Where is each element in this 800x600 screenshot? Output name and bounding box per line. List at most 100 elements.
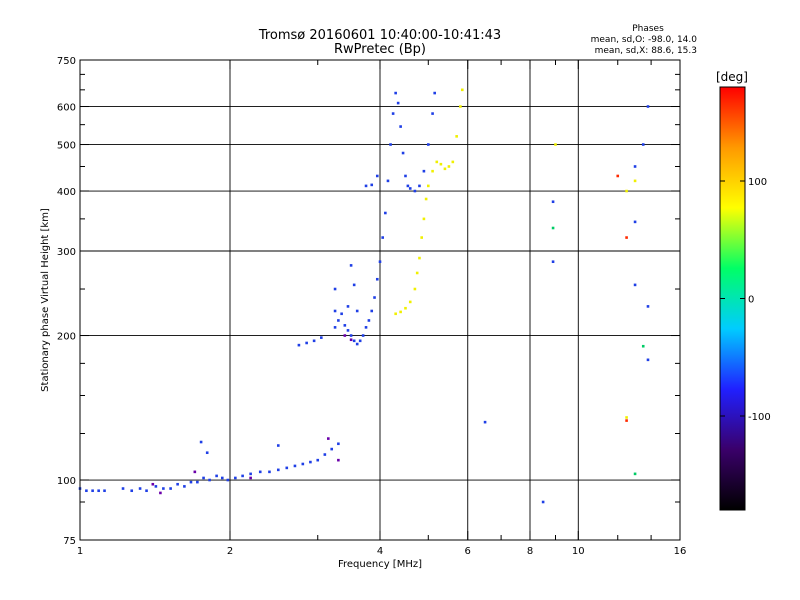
y-tick-label: 200 [57, 332, 76, 343]
data-point [268, 470, 271, 474]
data-point [337, 458, 340, 462]
data-point [320, 336, 323, 339]
data-point [176, 482, 179, 486]
data-point [145, 489, 148, 493]
tick-labels: 1 2 4 6 8 10 16 75 100 200 300 400 500 600 750 [57, 56, 686, 557]
data-point [196, 480, 199, 484]
data-point [394, 91, 397, 95]
data-point [396, 101, 400, 105]
data-point [375, 277, 379, 281]
data-point [641, 143, 645, 146]
data-point [381, 236, 384, 239]
data-point [333, 287, 337, 291]
data-point [297, 343, 301, 347]
data-point [625, 419, 628, 422]
y-axis-label: Stationary phase Virtual Height [km] [40, 208, 51, 392]
data-point [349, 338, 353, 342]
data-point [541, 500, 545, 504]
data-point [193, 470, 197, 474]
y-tick-label: 400 [57, 187, 76, 198]
data-point [433, 91, 436, 95]
x-tick-label: 8 [527, 546, 533, 557]
data-point [355, 342, 359, 346]
data-point [633, 283, 637, 287]
data-point [343, 334, 347, 337]
data-point [459, 105, 462, 108]
data-point [367, 319, 371, 322]
colorbar-ticks: 100 0 -100 [720, 177, 771, 423]
data-point [554, 143, 557, 146]
colorbar-tick-label: -100 [748, 412, 771, 423]
data-point [404, 174, 407, 178]
data-point [375, 174, 379, 178]
data-point [447, 165, 451, 168]
data-point [337, 442, 340, 446]
data-point [413, 287, 417, 291]
data-point [373, 296, 376, 299]
data-point [431, 169, 434, 173]
data-point [378, 260, 382, 264]
chart-subtitle: RwPretec (Bp) [334, 42, 426, 57]
data-point [551, 200, 555, 204]
data-point [220, 476, 224, 480]
data-point [162, 487, 165, 490]
data-point [349, 334, 353, 337]
data-point [415, 271, 419, 275]
data-point [384, 211, 387, 215]
data-point [234, 476, 237, 480]
data-point [426, 143, 430, 146]
data-point [352, 339, 356, 343]
data-point [349, 264, 353, 267]
data-point [401, 151, 405, 155]
data-point [199, 440, 203, 444]
x-axis-label: Frequency [MHz] [338, 559, 422, 570]
stats-x-mode: mean, sd,X: 88.6, 15.3 [595, 46, 697, 56]
data-point [346, 305, 350, 308]
data-point [408, 300, 412, 304]
data-point [422, 169, 426, 173]
data-point [646, 105, 650, 108]
data-point [352, 283, 356, 287]
data-point [312, 339, 316, 343]
data-point [169, 487, 172, 490]
data-point [301, 462, 305, 466]
data-point [340, 312, 343, 316]
stats-o-mode: mean, sd,O: -98.0, 14.0 [591, 35, 698, 45]
data-point [424, 197, 428, 201]
data-point [293, 464, 297, 468]
x-tick-label: 6 [465, 546, 471, 557]
data-point [333, 309, 337, 313]
data-point [346, 329, 350, 332]
data-points [78, 88, 650, 504]
data-point [399, 310, 402, 314]
data-point [205, 451, 209, 455]
data-point [309, 460, 312, 464]
data-point [391, 112, 395, 115]
data-point [343, 324, 347, 327]
colorbar-tick-label: 0 [748, 295, 754, 306]
data-point [616, 174, 620, 178]
data-point [276, 468, 280, 472]
data-point [337, 319, 340, 322]
y-tick-label: 100 [57, 476, 76, 487]
data-point [103, 489, 106, 493]
data-point [258, 470, 262, 474]
data-point [364, 184, 368, 188]
data-point [551, 226, 555, 230]
data-point [422, 217, 426, 221]
grid-lines [80, 60, 680, 540]
data-point [399, 125, 402, 128]
data-point [455, 135, 458, 138]
colorbar-label: [deg] [716, 70, 748, 84]
data-point [138, 487, 142, 490]
data-point [215, 474, 218, 478]
data-point [418, 256, 421, 260]
data-point [386, 179, 390, 183]
data-point [202, 476, 205, 480]
data-point [276, 444, 280, 447]
stats-heading: Phases [632, 24, 664, 34]
data-point [404, 306, 407, 310]
data-point [443, 167, 447, 171]
y-tick-label: 300 [57, 247, 76, 258]
